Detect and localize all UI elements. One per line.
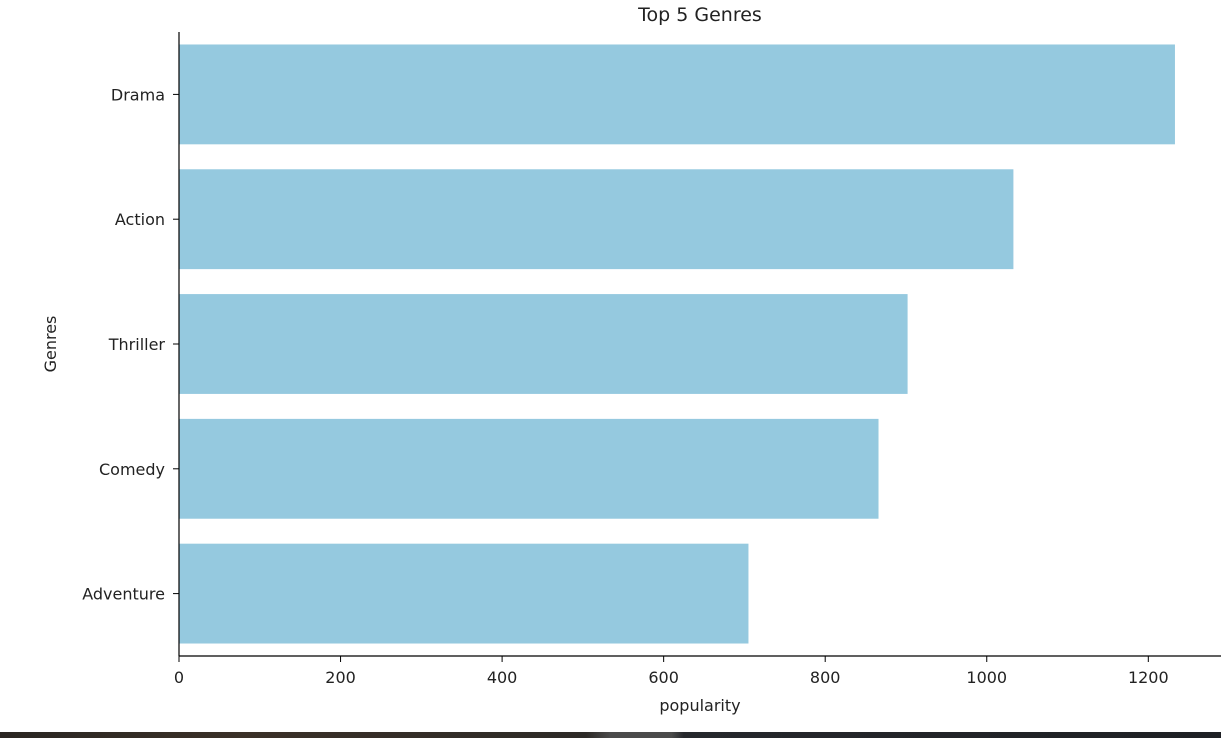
x-tick-label: 200 [325, 668, 356, 687]
chart-title: Top 5 Genres [637, 4, 762, 26]
bar-drama [179, 44, 1175, 145]
x-tick-label: 800 [810, 668, 841, 687]
y-tick-label: Action [115, 210, 165, 229]
y-ticks-layer: Drama Action Thriller Comedy Adventure [82, 85, 179, 604]
y-axis-label: Genres [41, 316, 60, 373]
x-tick-label: 1000 [966, 668, 1007, 687]
y-tick-label: Thriller [108, 335, 166, 354]
x-axis-label: popularity [659, 696, 740, 715]
bar-adventure [179, 543, 749, 644]
x-tick-label: 400 [487, 668, 518, 687]
x-tick-label: 600 [648, 668, 679, 687]
bar-thriller [179, 294, 908, 394]
y-tick-label: Drama [111, 85, 165, 104]
x-ticks-layer: 0 200 400 600 800 1000 1200 [174, 656, 1169, 687]
x-tick-label: 1200 [1128, 668, 1169, 687]
bar-action [179, 169, 1014, 270]
bars-layer [179, 44, 1175, 644]
bar-comedy [179, 418, 879, 519]
y-tick-label: Adventure [82, 585, 165, 604]
x-tick-label: 0 [174, 668, 184, 687]
y-tick-label: Comedy [99, 460, 165, 479]
window-bottom-strip [0, 732, 1221, 738]
